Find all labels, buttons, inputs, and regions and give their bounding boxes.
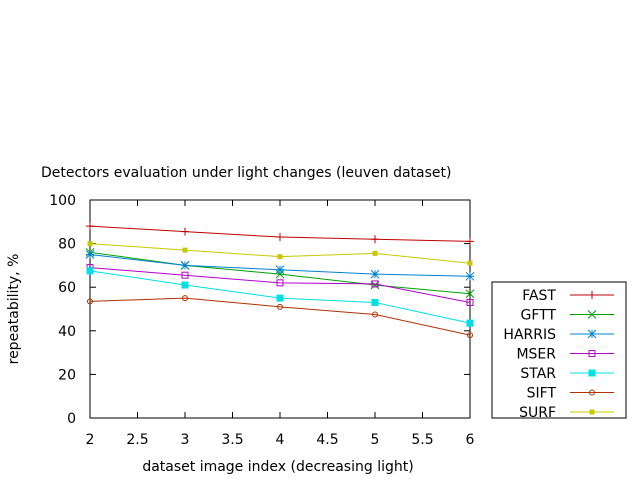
data-point-marker xyxy=(182,247,188,253)
data-point-marker xyxy=(588,350,596,357)
data-point-marker xyxy=(180,261,190,270)
data-point-marker xyxy=(587,310,597,319)
data-point-marker xyxy=(371,298,379,306)
data-point-marker xyxy=(467,260,473,266)
legend-label: GFTT xyxy=(520,308,556,324)
y-axis-ticks: 0 20 40 60 80 100 xyxy=(49,193,470,427)
data-point-marker xyxy=(371,235,379,244)
data-point-marker xyxy=(371,280,379,288)
data-point-marker xyxy=(277,254,283,260)
series-surf xyxy=(87,241,473,266)
series-layer xyxy=(85,222,475,339)
y-tick-label: 0 xyxy=(67,411,76,427)
legend-label: MSER xyxy=(516,347,556,363)
chart-title: Detectors evaluation under light changes… xyxy=(41,165,451,181)
legend-entry-harris: HARRIS xyxy=(503,327,614,343)
x-tick-label: 4.5 xyxy=(316,432,338,448)
x-tick-label: 2.5 xyxy=(126,432,148,448)
legend-box xyxy=(491,281,627,419)
legend: FAST GFTT HARRIS MSER STAR SIFT SURF xyxy=(503,288,614,421)
y-tick-label: 100 xyxy=(49,193,76,209)
data-point-marker xyxy=(467,332,473,339)
data-point-marker xyxy=(87,298,93,305)
data-point-marker xyxy=(466,319,474,327)
legend-entry-surf: SURF xyxy=(519,405,614,421)
data-point-marker xyxy=(370,269,380,279)
series-harris xyxy=(85,250,475,281)
data-point-marker xyxy=(275,269,285,279)
x-axis-label: dataset image index (decreasing light) xyxy=(142,459,413,475)
data-point-marker xyxy=(182,295,188,302)
data-point-marker xyxy=(589,409,595,415)
data-point-marker xyxy=(276,233,284,242)
legend-entry-fast: FAST xyxy=(522,288,614,304)
series-line xyxy=(89,297,471,336)
data-point-marker xyxy=(276,279,284,287)
data-point-marker xyxy=(588,369,596,377)
x-tick-label: 5 xyxy=(371,432,380,448)
data-point-marker xyxy=(86,267,94,275)
x-tick-label: 6 xyxy=(466,432,475,448)
data-point-marker xyxy=(587,329,597,339)
legend-label: HARRIS xyxy=(503,327,556,343)
data-point-marker xyxy=(465,271,475,281)
y-tick-label: 60 xyxy=(58,280,76,296)
legend-entry-sift: SIFT xyxy=(527,386,614,402)
data-point-marker xyxy=(275,265,285,275)
series-line xyxy=(89,267,471,303)
data-point-marker xyxy=(466,298,474,306)
legend-entry-gftt: GFTT xyxy=(520,308,614,324)
legend-entry-mser: MSER xyxy=(516,347,614,363)
legend-label: SURF xyxy=(519,405,556,421)
x-tick-label: 5.5 xyxy=(411,432,433,448)
x-tick-label: 3.5 xyxy=(221,432,243,448)
data-point-marker xyxy=(588,291,596,299)
series-fast xyxy=(86,222,474,246)
data-point-marker xyxy=(87,241,93,247)
legend-label: STAR xyxy=(520,366,556,382)
x-tick-label: 4 xyxy=(276,432,285,448)
data-point-marker xyxy=(372,311,378,318)
legend-label: SIFT xyxy=(527,386,557,402)
x-axis-ticks: 2 2.5 3 3.5 4 4.5 5 5.5 6 xyxy=(86,200,475,448)
x-tick-label: 2 xyxy=(86,432,95,448)
data-point-marker xyxy=(181,227,189,236)
data-point-marker xyxy=(466,237,474,246)
data-point-marker xyxy=(465,289,475,299)
data-point-marker xyxy=(589,389,595,396)
x-tick-label: 3 xyxy=(181,432,190,448)
series-sift xyxy=(87,295,473,339)
y-tick-label: 40 xyxy=(58,324,76,340)
data-point-marker xyxy=(181,281,189,289)
data-point-marker xyxy=(86,222,94,231)
data-point-marker xyxy=(85,250,95,259)
legend-entry-star: STAR xyxy=(520,366,614,382)
data-point-marker xyxy=(181,271,189,279)
data-point-marker xyxy=(277,303,283,310)
legend-label: FAST xyxy=(522,288,556,304)
y-tick-label: 20 xyxy=(58,367,76,383)
data-point-marker xyxy=(276,294,284,302)
y-axis-label: repeatability, % xyxy=(6,254,22,365)
y-tick-label: 80 xyxy=(58,237,76,253)
series-star xyxy=(86,267,474,327)
data-point-marker xyxy=(372,250,378,256)
